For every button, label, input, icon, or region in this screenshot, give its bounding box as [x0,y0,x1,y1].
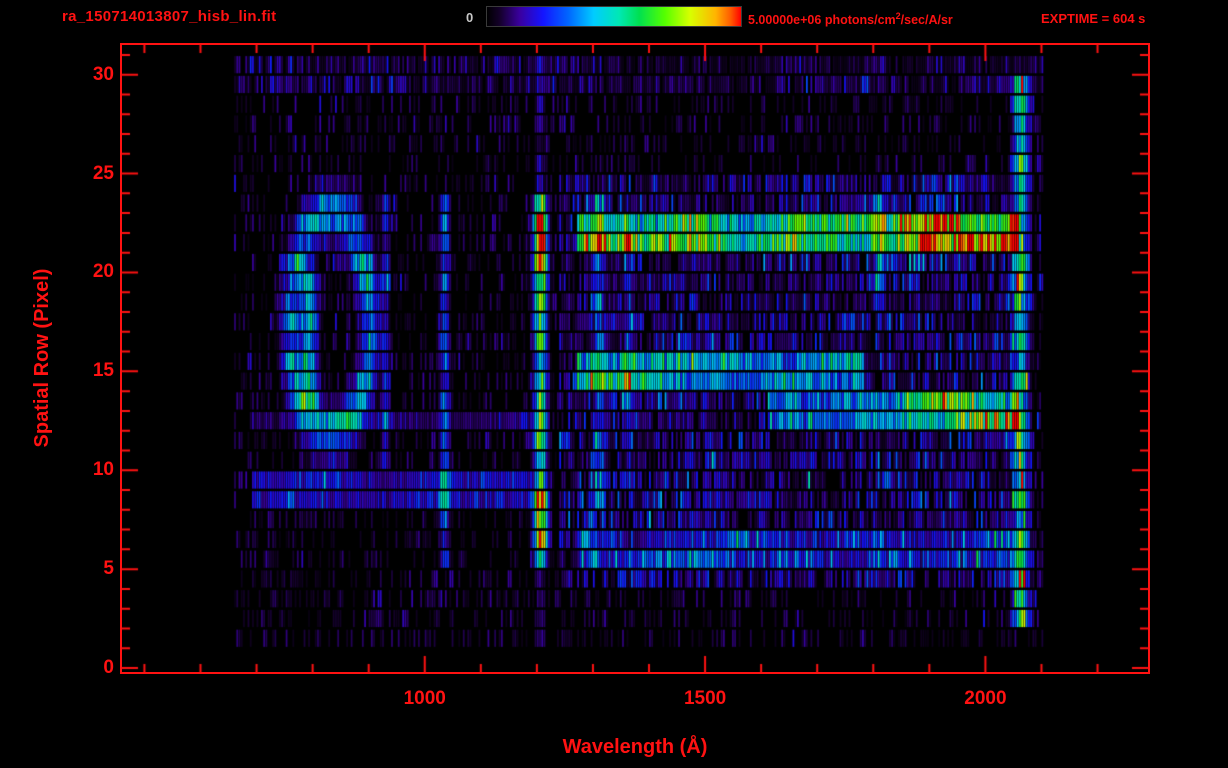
colorbar-units-superscript: 2 [895,11,901,21]
y-axis-title: Spatial Row (Pixel) [31,268,53,448]
filename-label: ra_150714013807_hisb_lin.fit [62,8,277,25]
y-tick-label: 30 [92,63,114,85]
x-tick-label: 2000 [964,688,1007,709]
y-tick-label: 5 [103,558,114,580]
colorbar-units-suffix: /sec/A/sr [900,13,953,28]
y-tick-label: 25 [92,162,114,184]
colorbar-max-label: 5.00000e+06 photons/cm2/sec/A/sr [748,11,953,27]
x-axis-title: Wavelength (Å) [562,736,708,758]
y-tick-label: 20 [92,261,114,283]
y-tick-label: 0 [103,657,114,679]
heatmap-canvas [122,45,1148,672]
exptime-label: EXPTIME = 604 s [1041,11,1146,26]
y-tick-label: 15 [92,360,114,382]
y-tick-label: 10 [92,459,114,481]
x-tick-label: 1500 [683,688,727,709]
colorbar-units-prefix: 5.00000e+06 photons/cm [748,13,896,28]
x-tick-label: 1000 [403,688,446,709]
plot-area [120,43,1150,674]
colorbar-min-label: 0 [466,10,474,25]
colorbar-gradient [486,6,742,27]
